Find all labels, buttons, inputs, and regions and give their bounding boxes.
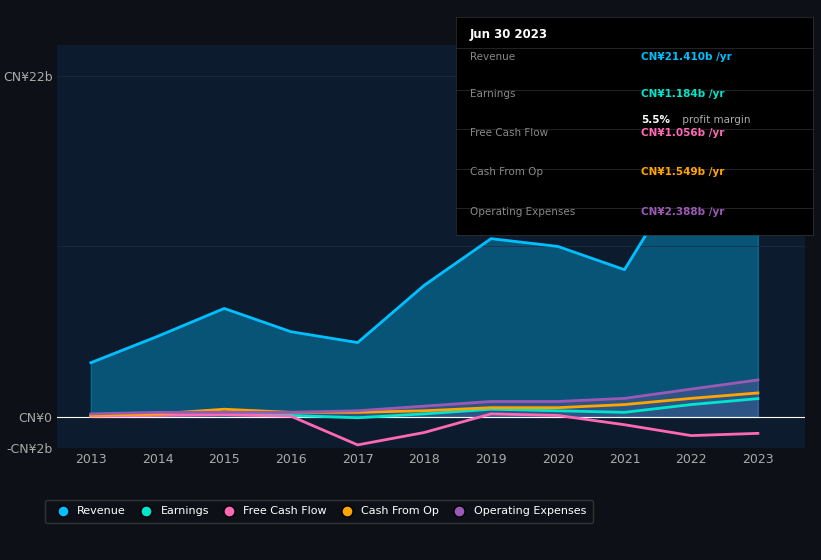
Text: Earnings: Earnings xyxy=(470,89,516,99)
Text: Cash From Op: Cash From Op xyxy=(470,167,543,178)
Text: CN¥2.388b /yr: CN¥2.388b /yr xyxy=(641,207,725,217)
Text: CN¥1.184b /yr: CN¥1.184b /yr xyxy=(641,89,725,99)
Legend: Revenue, Earnings, Free Cash Flow, Cash From Op, Operating Expenses: Revenue, Earnings, Free Cash Flow, Cash … xyxy=(45,500,593,523)
Text: CN¥1.056b /yr: CN¥1.056b /yr xyxy=(641,128,725,138)
Text: Jun 30 2023: Jun 30 2023 xyxy=(470,28,548,41)
Text: CN¥1.549b /yr: CN¥1.549b /yr xyxy=(641,167,725,178)
Text: Revenue: Revenue xyxy=(470,52,515,62)
Text: Free Cash Flow: Free Cash Flow xyxy=(470,128,548,138)
Text: Operating Expenses: Operating Expenses xyxy=(470,207,576,217)
Text: 5.5%: 5.5% xyxy=(641,115,671,125)
Text: profit margin: profit margin xyxy=(679,115,750,125)
Text: CN¥21.410b /yr: CN¥21.410b /yr xyxy=(641,52,732,62)
